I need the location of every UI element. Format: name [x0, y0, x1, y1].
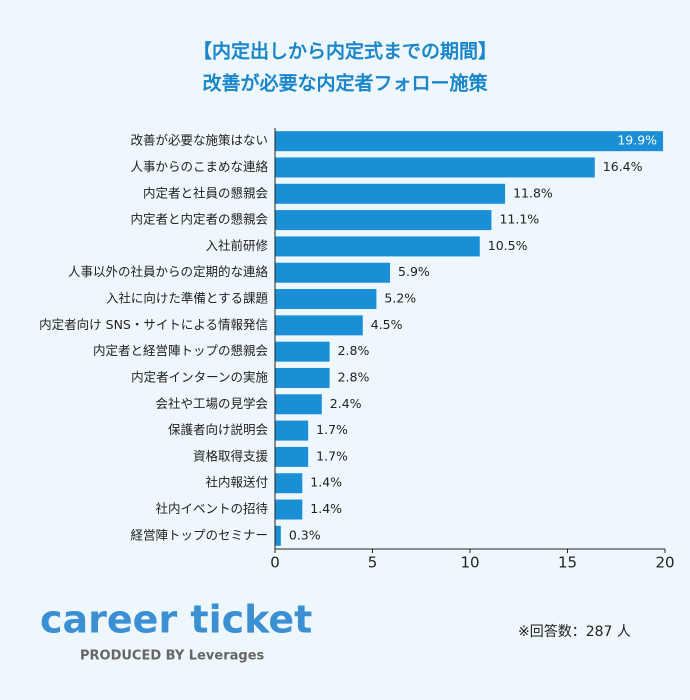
x-tick-label: 15	[558, 554, 577, 572]
value-label: 0.3%	[289, 527, 321, 542]
x-tick-label: 5	[368, 554, 378, 572]
bar	[275, 525, 281, 546]
y-tick-label: 改善が必要な施策はない	[130, 133, 268, 148]
value-label: 2.8%	[338, 369, 370, 384]
y-tick-label: 人事からのこまめな連絡	[130, 159, 268, 174]
bar	[275, 341, 330, 362]
y-tick-label: 内定者と経営陣トップの懇親会	[93, 343, 269, 358]
value-label: 11.8%	[513, 185, 553, 200]
y-tick-label: 保護者向け説明会	[168, 422, 269, 437]
value-label: 11.1%	[499, 212, 539, 227]
value-label: 2.8%	[338, 343, 370, 358]
y-tick-label: 入社に向けた準備とする課題	[106, 291, 269, 306]
bar	[275, 420, 309, 441]
bar	[275, 367, 330, 388]
x-tick-label: 0	[270, 554, 280, 572]
value-label: 2.4%	[330, 396, 362, 411]
logo: career ticket	[40, 598, 312, 642]
bar	[275, 315, 363, 336]
y-tick-label: 内定者インターンの実施	[131, 369, 268, 384]
y-tick-label: 人事以外の社員からの定期的な連絡	[68, 264, 269, 279]
y-tick-label: 社内イベントの招待	[155, 501, 268, 516]
value-label: 1.7%	[316, 422, 348, 437]
y-tick-label: 入社前研修	[205, 238, 268, 253]
value-label: 19.9%	[617, 133, 657, 148]
bar	[275, 473, 303, 494]
bar	[275, 446, 309, 467]
chart-subtitle: 改善が必要な内定者フォロー施策	[202, 72, 488, 95]
y-tick-label: 経営陣トップのセミナー	[130, 527, 268, 542]
value-label: 16.4%	[603, 159, 643, 174]
value-label: 5.9%	[398, 264, 430, 279]
bar	[275, 262, 391, 283]
y-tick-label: 会社や工場の見学会	[155, 396, 268, 411]
value-label: 1.4%	[310, 501, 342, 516]
y-tick-label: 内定者と社員の懇親会	[143, 185, 269, 200]
bar	[275, 157, 595, 178]
bar	[275, 131, 664, 152]
y-tick-label: 社内報送付	[205, 475, 268, 490]
x-tick-label: 10	[460, 554, 479, 572]
bar	[275, 289, 377, 310]
value-label: 10.5%	[488, 238, 528, 253]
chart-title: 【内定出しから内定式までの期間】	[193, 40, 497, 63]
logo-sub: PRODUCED BY Leverages	[80, 649, 265, 664]
value-label: 5.2%	[384, 291, 416, 306]
x-tick-label: 20	[655, 554, 674, 572]
value-label: 1.7%	[316, 448, 348, 463]
value-label: 4.5%	[371, 317, 403, 332]
y-tick-label: 資格取得支援	[193, 448, 269, 463]
note: ※回答数：287 人	[518, 623, 631, 640]
value-label: 1.4%	[310, 475, 342, 490]
bar	[275, 236, 480, 257]
bar	[275, 210, 492, 231]
bar	[275, 499, 303, 520]
bar	[275, 394, 322, 415]
y-tick-label: 内定者と内定者の懇親会	[130, 212, 268, 227]
y-tick-label: 内定者向け SNS・サイトによる情報発信	[39, 317, 268, 332]
bar	[275, 183, 506, 204]
